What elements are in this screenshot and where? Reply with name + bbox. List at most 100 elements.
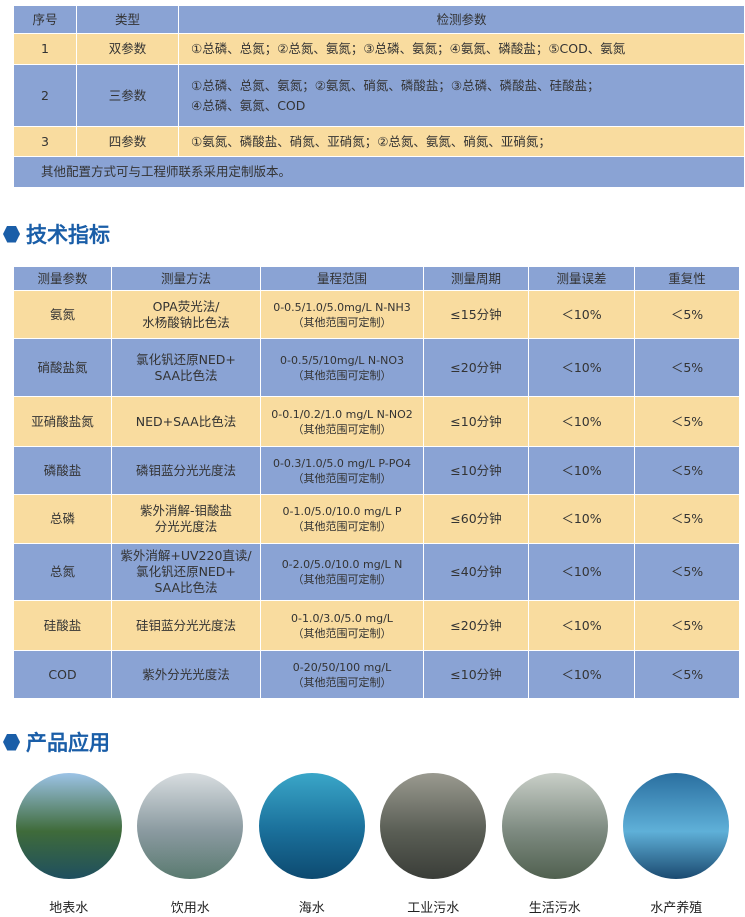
range-line: （其他范围可定制） — [292, 422, 392, 436]
application-photo — [380, 773, 487, 879]
period: ≤10分钟 — [450, 666, 502, 682]
method-line: 磷钼蓝分光光度法 — [135, 462, 236, 478]
header-cell: 重复性 — [634, 266, 740, 291]
error: ＜10% — [561, 511, 602, 526]
error: ＜10% — [561, 666, 602, 682]
method-line: 硅钼蓝分光光度法 — [135, 617, 236, 633]
header-cell: 测量误差 — [528, 266, 635, 291]
error-cell: ＜10% — [528, 650, 635, 699]
table-row: 磷酸盐 磷钼蓝分光光度法 0-0.3/1.0/5.0 mg/L P-PO4 （其他范围… — [13, 446, 740, 495]
error-cell: ＜10% — [528, 543, 635, 601]
table-row: 总氮 紫外消解+UV220直读/氯化钒还原NED+ SAA比色法 0-2.0/5.0/… — [13, 543, 740, 601]
application-label: 生活污水 — [528, 901, 581, 916]
method-line: 氯化钒还原NED+ — [136, 564, 236, 579]
error: ＜10% — [561, 564, 602, 579]
error-cell: ＜10% — [528, 600, 635, 651]
header-cell: 类型 — [76, 5, 179, 34]
range-line: 0-0.3/1.0/5.0 mg/L P-PO4 — [272, 456, 412, 470]
period-cell: ≤20分钟 — [423, 338, 529, 397]
error: ＜10% — [561, 462, 602, 478]
error: ＜10% — [561, 617, 602, 633]
header-cell: 量程范围 — [260, 266, 424, 291]
param: 硅酸盐 — [43, 617, 82, 633]
range-line: 0-0.5/5/10mg/L N-NO3 — [280, 353, 404, 367]
method-line: NED+SAA比色法 — [135, 413, 237, 429]
header-cell: 检测参数 — [178, 5, 745, 34]
method-cell: 紫外消解-钼酸盐 分光光度法 — [111, 494, 261, 544]
application-photo — [623, 773, 730, 879]
application-item: 水产养殖 — [621, 773, 731, 916]
table-row: 1 双参数 ①总磷、总氮；②总氮、氨氮；③总磷、氨氮；④氨氮、磷酸盐；⑤COD、氨氮 — [13, 33, 745, 65]
application-item: 工业污水 — [378, 773, 488, 916]
repeat-cell: ＜5% — [634, 396, 740, 447]
header-cell: 测量参数 — [13, 266, 112, 291]
param-cell: 磷酸盐 — [13, 446, 112, 495]
application-label: 饮用水 — [170, 901, 210, 916]
header-cell: 序号 — [13, 5, 77, 34]
param: COD — [48, 666, 77, 682]
table-row: 氨氮 OPA荧光法/水杨酸钠比色法 0-0.5/1.0/5.0mg/L N-NH3 （… — [13, 290, 740, 339]
range-line: 0-0.5/1.0/5.0mg/L N-NH3 — [273, 300, 411, 314]
error-cell: ＜10% — [528, 446, 635, 495]
repeat: ＜5% — [670, 666, 704, 682]
line: ④总磷、氨氮、COD — [191, 97, 306, 113]
heading-text: 产品应用 — [26, 731, 110, 755]
period-cell: ≤60分钟 — [423, 494, 529, 544]
period: ≤10分钟 — [450, 462, 502, 478]
param-cell: 硅酸盐 — [13, 600, 112, 651]
application-list: 地表水 饮用水 海水 工业污水 生活污水 水产养殖 — [0, 773, 745, 916]
table-row: 2 三参数 ①总磷、总氮、氨氮；②氨氮、硝氮、磷酸盐；③总磷、磷酸盐、硅酸盐； ④总磷… — [13, 64, 745, 127]
period: ≤10分钟 — [450, 413, 502, 429]
repeat: ＜5% — [670, 564, 704, 579]
range-line: 0-1.0/5.0/10.0 mg/L P — [282, 505, 402, 518]
method-line: SAA比色法 — [154, 367, 218, 383]
heading-text: 技术指标 — [26, 223, 110, 247]
range-line: （其他范围可定制） — [292, 520, 392, 533]
range-line: 0-0.1/0.2/1.0 mg/L N-NO2 — [271, 407, 413, 421]
repeat-cell: ＜5% — [634, 290, 740, 339]
repeat: ＜5% — [670, 413, 704, 429]
app-heading: 产品应用 — [3, 727, 110, 757]
application-photo — [137, 773, 244, 879]
application-label: 水产养殖 — [650, 901, 703, 916]
config-table: 序号 类型 检测参数 1 双参数 ①总磷、总氮；②总氮、氨氮；③总磷、氨氮；④氨氮、磷酸… — [13, 5, 745, 188]
param-cell: 总氮 — [13, 543, 112, 601]
method-line: 分光光度法 — [154, 519, 218, 534]
range-cell: 0-20/50/100 mg/L （其他范围可定制） — [260, 650, 424, 699]
method-cell: 硅钼蓝分光光度法 — [111, 600, 261, 651]
param-cell: 氨氮 — [13, 290, 112, 339]
cell: 2 — [13, 64, 77, 127]
range-line: （其他范围可定制） — [292, 675, 392, 689]
period: ≤60分钟 — [450, 511, 502, 526]
hexagon-icon — [3, 733, 20, 751]
period: ≤15分钟 — [450, 306, 502, 322]
period-cell: ≤10分钟 — [423, 650, 529, 699]
table-row: 硝酸盐氮 氯化钒还原NED+ SAA比色法 0-0.5/5/10mg/L N-NO3 （… — [13, 338, 740, 397]
cell: ①总磷、总氮；②总氮、氨氮；③总磷、氨氮；④氨氮、磷酸盐；⑤COD、氨氮 — [178, 33, 745, 65]
method-line: 水杨酸钠比色法 — [142, 314, 230, 330]
range-cell: 0-2.0/5.0/10.0 mg/L N （其他范围可定制） — [260, 543, 424, 601]
application-photo — [501, 773, 608, 879]
range-line: 0-1.0/3.0/5.0 mg/L — [291, 611, 393, 625]
repeat: ＜5% — [670, 359, 704, 375]
cell: 1 — [13, 33, 77, 65]
param: 硝酸盐氮 — [37, 359, 88, 375]
param: 总磷 — [49, 511, 75, 526]
method-cell: 紫外消解+UV220直读/氯化钒还原NED+ SAA比色法 — [111, 543, 261, 601]
param: 总氮 — [49, 564, 75, 579]
error-cell: ＜10% — [528, 290, 635, 339]
application-item: 地表水 — [14, 773, 124, 916]
repeat: ＜5% — [670, 462, 704, 478]
table-row: 硅酸盐 硅钼蓝分光光度法 0-1.0/3.0/5.0 mg/L （其他范围可定制） ≤2… — [13, 600, 740, 651]
error-cell: ＜10% — [528, 494, 635, 544]
param: 氨氮 — [49, 306, 75, 322]
table-row: 亚硝酸盐氮 NED+SAA比色法 0-0.1/0.2/1.0 mg/L N-NO2 （… — [13, 396, 740, 447]
cell: 双参数 — [76, 33, 179, 65]
repeat: ＜5% — [670, 617, 704, 633]
spec-table: 测量参数 测量方法 量程范围 测量周期 测量误差 重复性 氨氮 OPA荧光法/水杨酸钠比色法… — [13, 266, 740, 699]
range-cell: 0-0.3/1.0/5.0 mg/L P-PO4 （其他范围可定制） — [260, 446, 424, 495]
method-line: 紫外消解-钼酸盐 — [139, 503, 232, 518]
method-cell: 氯化钒还原NED+ SAA比色法 — [111, 338, 261, 397]
repeat-cell: ＜5% — [634, 543, 740, 601]
range-line: 0-2.0/5.0/10.0 mg/L N — [281, 558, 403, 571]
